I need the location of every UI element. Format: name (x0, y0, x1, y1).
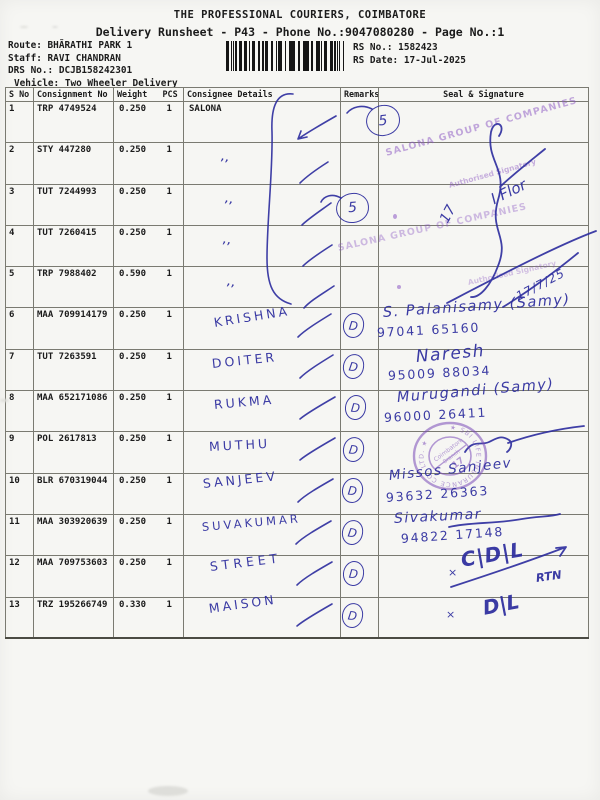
table-row: 2 STY 447280 0.250 1 (5, 142, 589, 185)
table-row: 5 TRP 7988402 0.590 1 (5, 266, 589, 309)
cell-consignment: MAA 709914179 (33, 307, 114, 350)
cell-consignment: TRZ 195266749 (33, 596, 114, 639)
drs-value: DCJB158242301 (58, 65, 133, 77)
cell-consignee (183, 513, 341, 557)
cell-seal (378, 142, 589, 185)
cell-consignee (183, 596, 341, 639)
staff-value: RAVI CHANDRAN (47, 52, 121, 64)
x-mark-hw: × (448, 566, 458, 579)
cell-weight: 0.250 (113, 100, 160, 144)
table-row: 12 MAA 709753603 0.250 1 (5, 555, 589, 598)
shipment-info-block: Route: BHÃRATHI PARK 1 Staff: RAVI CHAND… (8, 40, 178, 90)
cell-consignment: TUT 7260415 (33, 224, 114, 268)
cell-weight: 0.250 (113, 348, 160, 392)
cell-seal (378, 307, 589, 350)
scan-smudge (52, 26, 58, 28)
cell-pcs: 1 (159, 100, 184, 144)
dl-mark-hw: D|L (480, 589, 522, 620)
rs-no-label: RS No.: (353, 42, 393, 53)
cell-weight: 0.590 (113, 266, 160, 309)
stamp-ink-dot (393, 214, 397, 219)
rs-no-line: RS No.: 1582423 (353, 41, 466, 54)
cell-pcs: 1 (159, 472, 184, 515)
drs-line: DRS No.: DCJB158242301 (8, 65, 178, 78)
doc-subtitle: Delivery Runsheet - P43 - Phone No.:9047… (95, 25, 505, 39)
cell-remarks (340, 142, 379, 185)
route-label: Route: (8, 40, 42, 51)
rs-info-block: RS No.: 1582423 RS Date: 17-Jul-2025 (353, 41, 466, 67)
staff-line: Staff: RAVI CHANDRAN (8, 53, 178, 66)
cell-sno: 11 (5, 513, 34, 557)
scan-smudge (0, 399, 9, 402)
tick-strokes (295, 115, 337, 627)
cell-seal (378, 513, 589, 557)
cell-weight: 0.250 (113, 555, 160, 598)
route-line: Route: BHÃRATHI PARK 1 (8, 40, 178, 53)
cell-consignee (183, 307, 341, 350)
staff-label: Staff: (8, 52, 42, 64)
table-row: 1 TRP 4749524 0.250 1 SALONA (5, 100, 589, 144)
cell-consignee: SALONA (183, 100, 341, 144)
cell-seal (378, 266, 589, 309)
ditto-bracket-stroke (266, 93, 294, 305)
runsheet-table: S No Consignment No Weight PCS Consignee… (5, 87, 589, 640)
rs-no-value: 1582423 (398, 42, 438, 53)
barcode-icon (226, 41, 344, 71)
rs-date-label: RS Date: (353, 55, 399, 66)
cell-weight: 0.250 (113, 142, 160, 185)
remark-circle-tails (320, 105, 373, 203)
cell-seal (378, 472, 589, 515)
route-value: BHÃRATHI PARK 1 (47, 40, 133, 51)
cell-remarks (340, 431, 379, 474)
cell-remarks (340, 513, 379, 557)
table-row: 4 TUT 7260415 0.250 1 (5, 224, 589, 268)
drs-label: DRS No.: (8, 65, 54, 77)
table-row: 3 TUT 7244993 0.250 1 (5, 183, 589, 226)
cell-weight: 0.250 (113, 513, 160, 557)
cell-pcs: 1 (159, 266, 184, 309)
signature-strokes (446, 123, 597, 528)
scan-smudge (148, 786, 188, 796)
doc-title: THE PROFESSIONAL COURIERS, COIMBATORE (173, 9, 427, 21)
cell-weight: 0.330 (113, 596, 160, 639)
stamp-ink-dot (397, 285, 401, 289)
cell-consignment: TUT 7263591 (33, 348, 114, 392)
cell-seal (378, 390, 589, 433)
cell-sno: 8 (5, 390, 34, 433)
arrow-strokes (450, 546, 567, 588)
cell-consignee (183, 142, 341, 185)
x-mark-hw: × (446, 608, 456, 621)
cell-sno: 2 (5, 142, 34, 185)
cell-sno: 3 (5, 183, 34, 226)
cell-seal (378, 596, 589, 639)
cell-pcs: 1 (159, 596, 184, 639)
table-row: 11 MAA 303920639 0.250 1 (5, 513, 589, 557)
cell-remarks (340, 266, 379, 309)
cell-consignee (183, 183, 341, 226)
rs-date-value: 17-Jul-2025 (403, 55, 466, 66)
cell-sno: 6 (5, 307, 34, 350)
cell-sno: 9 (5, 431, 34, 474)
vehicle-value: Two Wheeler Delivery (64, 77, 178, 89)
table-header-row: S No Consignment No Weight PCS Consignee… (5, 87, 589, 102)
table-row: 13 TRZ 195266749 0.330 1 (5, 596, 589, 639)
vehicle-line: Vehicle: Two Wheeler Delivery (8, 78, 178, 91)
cell-consignee (183, 555, 341, 598)
cell-consignment: TUT 7244993 (33, 183, 114, 226)
cell-consignment: TRP 7988402 (33, 266, 114, 309)
cell-seal (378, 100, 589, 144)
cell-pcs: 1 (159, 183, 184, 226)
table-row: 6 MAA 709914179 0.250 1 (5, 307, 589, 350)
consignee-name-hw: MUTHU (208, 435, 271, 454)
scan-smudge (20, 26, 28, 28)
rs-date-line: RS Date: 17-Jul-2025 (353, 54, 466, 67)
cell-consignment: STY 447280 (33, 142, 114, 185)
cell-seal (378, 183, 589, 226)
vehicle-label: Vehicle: (14, 77, 60, 89)
cell-weight: 0.250 (113, 183, 160, 226)
cell-consignment: TRP 4749524 (33, 100, 114, 144)
